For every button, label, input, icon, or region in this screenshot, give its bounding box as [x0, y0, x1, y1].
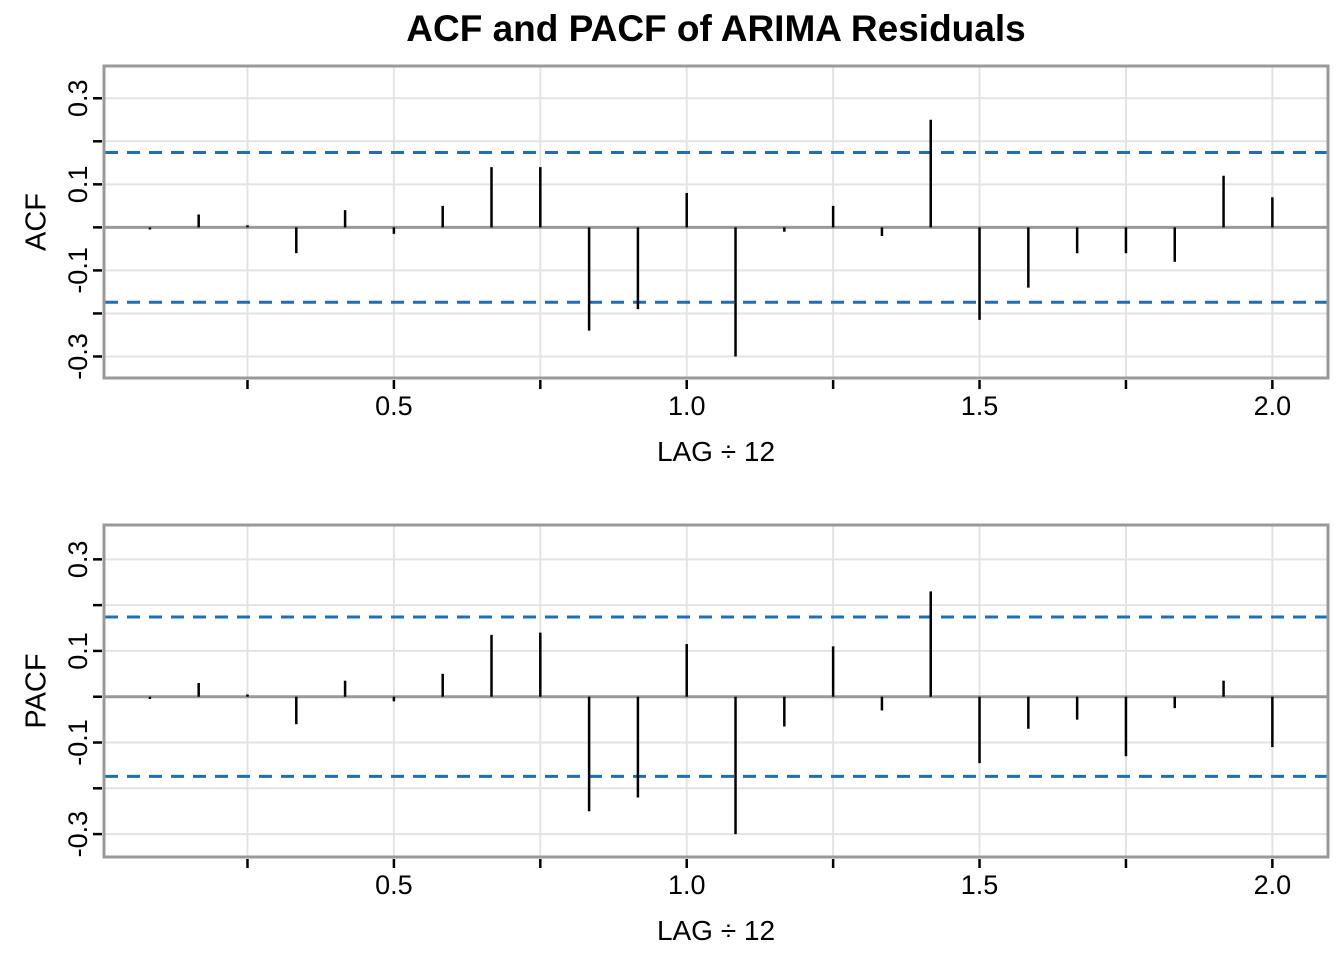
y-tick-label: -0.1 [63, 719, 93, 766]
y-tick-label: 0.3 [63, 80, 93, 118]
acf-panel: 0.5 1.0 1.5 2.0 0.3 0.1 -0.1 -0.3 [63, 64, 1330, 421]
pacf-x-axis-label: LAG ÷ 12 [656, 915, 776, 946]
x-tick-label: 1.5 [961, 870, 999, 900]
x-tick-label: 0.5 [375, 870, 413, 900]
x-tick-label: 1.0 [668, 870, 706, 900]
panel-border [102, 64, 1330, 380]
y-tick-label: -0.3 [63, 811, 93, 858]
y-tick-label: 0.1 [63, 632, 93, 670]
y-tick-label: 0.1 [63, 166, 93, 204]
x-tick-label: 1.0 [668, 391, 706, 421]
chart-title: ACF and PACF of ARIMA Residuals [406, 8, 1026, 49]
pacf-panel: 0.5 1.0 1.5 2.0 0.3 0.1 -0.1 -0.3 [63, 523, 1330, 900]
x-tick-label: 2.0 [1254, 870, 1292, 900]
x-tick-label: 0.5 [375, 391, 413, 421]
y-tick-label: -0.1 [63, 247, 93, 294]
x-tick-label: 2.0 [1254, 391, 1292, 421]
x-tick-label: 1.5 [961, 391, 999, 421]
acf-y-axis-label: ACF [20, 193, 53, 251]
acf-x-axis-label: LAG ÷ 12 [656, 436, 776, 467]
y-tick-label: 0.3 [63, 541, 93, 579]
y-tick-label: -0.3 [63, 333, 93, 380]
panel-border [102, 523, 1330, 859]
pacf-y-axis-label: PACF [20, 653, 53, 729]
